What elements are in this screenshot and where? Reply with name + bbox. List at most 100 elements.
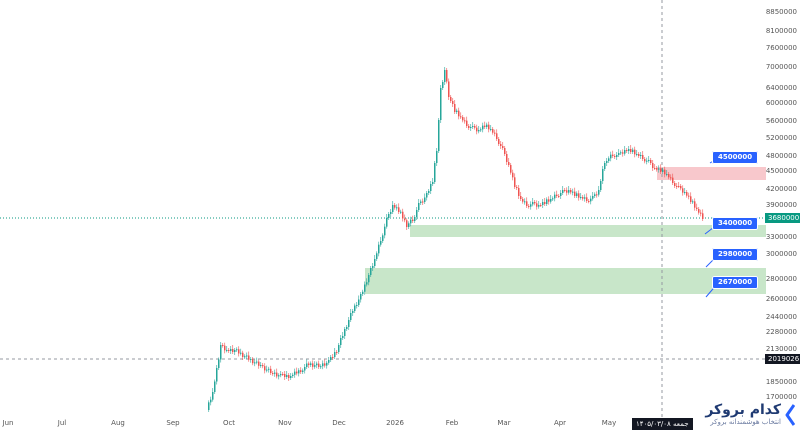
candle-body xyxy=(496,133,498,139)
candle-body xyxy=(262,365,264,367)
x-tick-label: 2026 xyxy=(386,419,404,427)
candle-body xyxy=(528,206,530,207)
y-tick-label: 6400000 xyxy=(766,84,797,92)
candle-body xyxy=(264,366,266,371)
candle-body xyxy=(310,363,312,365)
candle-body xyxy=(230,349,232,351)
candle-body xyxy=(458,110,460,117)
x-tick-label: Jul xyxy=(57,419,67,427)
candle-body xyxy=(660,168,662,172)
candle-body xyxy=(484,125,486,127)
candle-body xyxy=(402,211,404,219)
candle-body xyxy=(448,81,450,97)
candle-body xyxy=(312,363,314,367)
candle-body xyxy=(394,205,396,208)
candle-body xyxy=(214,381,216,392)
candle-body xyxy=(648,160,650,161)
candle-body xyxy=(640,155,642,156)
candle-body xyxy=(274,372,276,374)
candle-body xyxy=(442,82,444,88)
candle-body xyxy=(420,201,422,203)
candle-body xyxy=(568,190,570,193)
candle-body xyxy=(668,174,670,178)
candle-body xyxy=(626,150,628,151)
candle-body xyxy=(678,186,680,187)
candle-body xyxy=(258,361,260,366)
candle-body xyxy=(210,399,212,403)
candle-body xyxy=(260,365,262,366)
x-tick-label: May xyxy=(602,419,616,427)
candle-body xyxy=(248,355,250,360)
y-tick-label: 4800000 xyxy=(766,152,797,160)
callout-support-3[interactable]: 2670000 xyxy=(712,276,759,289)
candle-body xyxy=(452,101,454,104)
candle-body xyxy=(692,201,694,203)
candle-body xyxy=(498,139,500,144)
candle-body xyxy=(696,207,698,209)
candle-body xyxy=(242,352,244,357)
candle-body xyxy=(502,146,504,148)
candle-body xyxy=(326,362,328,366)
candle-body xyxy=(314,365,316,367)
candle-body xyxy=(318,363,320,367)
y-tick-label: 2440000 xyxy=(766,313,797,321)
candle-body xyxy=(644,159,646,162)
candle-body xyxy=(386,218,388,227)
candle-body xyxy=(268,368,270,370)
candle-body xyxy=(686,192,688,196)
candle-body xyxy=(546,199,548,204)
candle-body xyxy=(464,120,466,122)
candle-body xyxy=(478,130,480,132)
candle-body xyxy=(450,97,452,101)
candle-body xyxy=(480,129,482,131)
callout-support-2[interactable]: 2980000 xyxy=(712,248,759,261)
candle-body xyxy=(664,169,666,175)
callout-resistance[interactable]: 4500000 xyxy=(712,151,759,164)
candle-body xyxy=(530,204,532,207)
candle-body xyxy=(416,210,418,217)
candle-body xyxy=(662,169,664,172)
candle-body xyxy=(384,226,386,236)
support-zone-2 xyxy=(365,268,766,294)
candle-body xyxy=(514,177,516,187)
candle-body xyxy=(276,372,278,377)
x-tick-label: Aug xyxy=(111,419,125,427)
candle-body xyxy=(492,129,494,133)
candle-body xyxy=(518,188,520,196)
candle-body xyxy=(584,197,586,199)
x-tick-label: Mar xyxy=(497,419,510,427)
candle-body xyxy=(340,338,342,345)
candle-body xyxy=(680,186,682,189)
candle-body xyxy=(398,207,400,212)
broker-logo: کدام بروکر انتخاب هوشمندانه بروکر xyxy=(705,403,795,427)
candle-body xyxy=(628,149,630,151)
candle-body xyxy=(418,203,420,210)
candle-body xyxy=(368,275,370,283)
candle-body xyxy=(516,187,518,188)
y-tick-label: 2280000 xyxy=(766,328,797,336)
candle-body xyxy=(370,268,372,275)
candle-body xyxy=(534,202,536,204)
candle-body xyxy=(224,345,226,351)
candle-body xyxy=(580,197,582,198)
candle-body xyxy=(554,194,556,199)
candle-body xyxy=(526,201,528,206)
candle-body xyxy=(688,195,690,197)
y-tick-label: 2600000 xyxy=(766,295,797,303)
x-tick-label: Oct xyxy=(223,419,235,427)
candle-body xyxy=(234,350,236,352)
candle-body xyxy=(388,214,390,218)
candle-body xyxy=(638,154,640,156)
candle-body xyxy=(652,163,654,168)
callout-support-1[interactable]: 3400000 xyxy=(712,217,759,230)
candle-body xyxy=(542,202,544,205)
candle-body xyxy=(272,373,274,374)
candle-body xyxy=(520,196,522,199)
candle-body xyxy=(300,370,302,372)
candle-body xyxy=(432,182,434,184)
candle-body xyxy=(548,199,550,202)
candle-body xyxy=(350,313,352,320)
candle-body xyxy=(454,104,456,112)
